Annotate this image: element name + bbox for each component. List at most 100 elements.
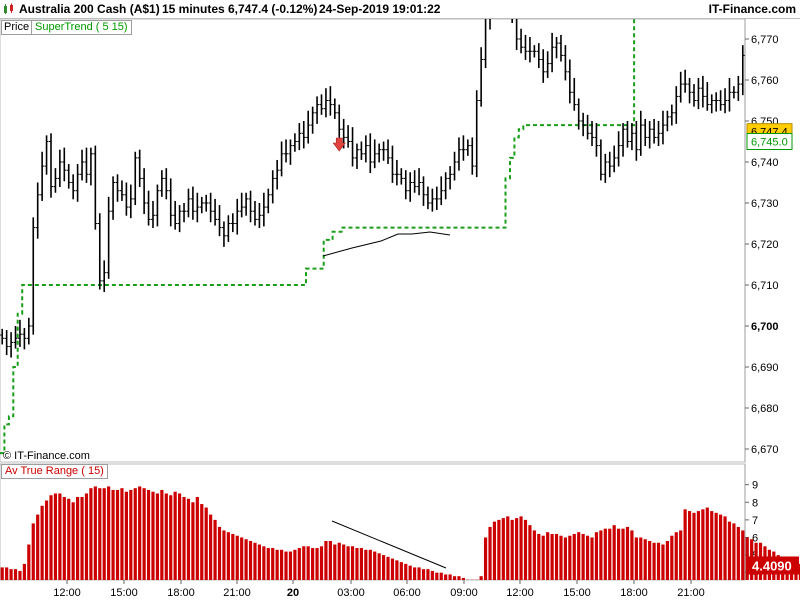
atr-bar	[550, 533, 554, 580]
brand-name[interactable]: IT-Finance.com	[708, 2, 796, 16]
legend-supertrend[interactable]: SuperTrend ( 5 15)	[31, 20, 132, 35]
atr-bar	[670, 535, 674, 580]
atr-bar	[186, 498, 191, 580]
price-bar	[465, 139, 470, 156]
price-bar	[119, 180, 124, 201]
price-bar	[683, 69, 688, 93]
atr-bar	[107, 486, 111, 580]
legend-price[interactable]: Price	[1, 20, 33, 35]
atr-bar	[603, 528, 607, 580]
atr-bar	[413, 567, 417, 580]
price-bar	[461, 135, 466, 161]
price-bar	[244, 192, 249, 216]
price-bar	[142, 168, 147, 215]
atr-bar	[479, 576, 483, 580]
atr-bar	[27, 544, 31, 580]
atr-bar	[182, 497, 186, 580]
price-bar	[363, 135, 368, 163]
atr-bar	[714, 512, 718, 580]
atr-bar	[151, 491, 155, 580]
price-bar	[390, 145, 395, 183]
atr-bar	[98, 488, 102, 580]
atr-tags: 4.4090	[747, 556, 799, 575]
atr-bar	[13, 569, 18, 580]
atr-bar	[501, 518, 505, 580]
price-bar	[62, 147, 67, 182]
atr-bar	[652, 542, 656, 580]
price-bar	[323, 88, 328, 118]
atr-bar	[665, 541, 669, 580]
atr-bar	[288, 551, 293, 580]
candles-logo-icon	[4, 3, 13, 14]
atr-bar	[390, 558, 395, 580]
atr-bar	[18, 570, 22, 580]
atr-bar	[625, 526, 630, 580]
atr-value-tag	[747, 556, 799, 575]
price-bar	[230, 213, 235, 233]
price-tick-label: 6,740	[751, 157, 779, 169]
atr-bar	[350, 546, 355, 580]
price-bar	[182, 203, 187, 223]
atr-bar	[661, 544, 665, 580]
atr-bar	[222, 530, 226, 580]
atr-bar	[528, 525, 532, 580]
price-bar	[590, 121, 595, 147]
price-bar	[266, 188, 271, 214]
atr-bar	[262, 546, 266, 580]
atr-bar	[111, 489, 115, 580]
atr-bar	[191, 502, 195, 580]
atr-bar	[492, 521, 497, 580]
price-bar	[541, 49, 546, 83]
atr-bar	[461, 577, 465, 580]
price-bar	[106, 196, 111, 279]
price-bar	[301, 121, 306, 149]
price-bar	[257, 203, 262, 229]
price-bar	[443, 172, 448, 200]
price-bar	[523, 34, 528, 60]
atr-bar	[634, 537, 638, 580]
price-bar	[279, 141, 284, 177]
price-bar	[337, 104, 342, 138]
price-bar	[567, 59, 572, 104]
time-tick-label: 15:00	[110, 587, 138, 599]
atr-bar	[483, 537, 488, 580]
price-bar	[35, 182, 40, 239]
atr-bar	[293, 549, 297, 580]
atr-bar	[444, 574, 448, 580]
price-bar	[124, 182, 129, 216]
atr-bar	[266, 548, 270, 580]
atr-bar	[84, 493, 89, 580]
price-bar	[718, 90, 723, 111]
atr-bar	[701, 509, 705, 580]
price-bar	[723, 88, 728, 114]
atr-bar	[723, 516, 727, 580]
atr-bar	[554, 533, 559, 580]
price-bar	[399, 168, 404, 185]
atr-bar	[244, 539, 248, 580]
price-bar	[545, 51, 550, 78]
atr-panel-frame	[0, 463, 746, 581]
price-bar	[439, 176, 444, 206]
price-bar	[350, 127, 355, 167]
atr-bar	[213, 519, 217, 580]
price-bar	[310, 106, 315, 134]
price-bar	[102, 260, 107, 292]
atr-bar	[364, 549, 368, 580]
price-bar	[150, 200, 155, 229]
price-bar	[53, 168, 58, 193]
time-tick-label: 20	[287, 587, 299, 599]
price-bar	[603, 153, 608, 183]
price-bar	[306, 110, 311, 144]
price-bar	[692, 84, 697, 107]
atr-bar	[426, 569, 430, 580]
price-trend-line	[322, 231, 451, 257]
time-tick-label: 18:00	[620, 587, 648, 599]
price-bar	[669, 104, 674, 126]
atr-bar	[31, 523, 35, 580]
atr-bar	[280, 549, 284, 580]
price-bar	[275, 159, 280, 190]
price-bar	[190, 186, 195, 220]
price-bar	[377, 143, 382, 163]
legend-atr[interactable]: Av True Range ( 15)	[1, 464, 108, 479]
price-bar	[71, 174, 76, 200]
